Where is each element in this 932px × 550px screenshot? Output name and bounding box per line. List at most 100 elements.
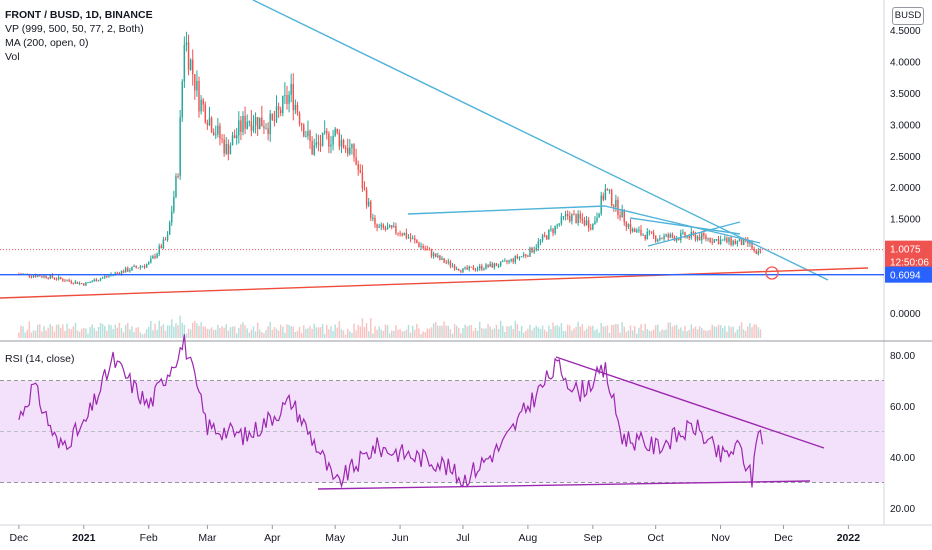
candle-body[interactable] [571, 214, 573, 222]
rsi-axis[interactable]: 80.00 60.00 40.00 20.00 [890, 351, 915, 515]
candle-body[interactable] [200, 99, 202, 112]
rsi-series[interactable] [18, 334, 764, 489]
candle-body[interactable] [504, 260, 506, 262]
candle-body[interactable] [558, 223, 561, 225]
ascending-support-trendline[interactable] [0, 267, 869, 299]
candle-body[interactable] [470, 266, 473, 268]
candle-body[interactable] [625, 222, 628, 227]
wedge-lower-line[interactable] [647, 221, 741, 247]
candle-body[interactable] [510, 258, 512, 261]
candle-body[interactable] [638, 229, 640, 231]
candle-body[interactable] [334, 128, 336, 136]
candle-body[interactable] [397, 232, 399, 234]
candle-body[interactable] [240, 120, 242, 132]
candle-body[interactable] [62, 278, 64, 281]
candle-body[interactable] [378, 226, 380, 228]
candle-body[interactable] [156, 253, 158, 258]
candle-body[interactable] [661, 238, 663, 240]
candle-body[interactable] [623, 210, 625, 223]
candle-body[interactable] [74, 281, 77, 284]
candle-body[interactable] [525, 254, 527, 256]
candle-body[interactable] [698, 236, 701, 241]
candle-body[interactable] [455, 269, 458, 271]
candle-body[interactable] [474, 269, 477, 271]
candle-body[interactable] [742, 239, 745, 245]
candle-body[interactable] [663, 235, 665, 239]
candle-body[interactable] [76, 281, 79, 284]
candle-body[interactable] [468, 266, 470, 270]
candle-body[interactable] [694, 233, 697, 240]
candle-body[interactable] [261, 117, 263, 127]
candle-body[interactable] [250, 121, 253, 131]
candle-body[interactable] [449, 261, 452, 266]
candle-body[interactable] [235, 135, 238, 139]
candle-body[interactable] [464, 267, 466, 269]
candle-body[interactable] [215, 134, 217, 136]
candle-body[interactable] [757, 251, 760, 254]
candle-body[interactable] [390, 225, 393, 228]
candle-body[interactable] [114, 272, 116, 275]
volume-profile-indicator[interactable]: VP (999, 500, 50, 77, 2, Both) [5, 23, 144, 35]
candle-body[interactable] [696, 236, 699, 240]
candle-body[interactable] [303, 124, 305, 137]
candle-body[interactable] [187, 42, 190, 70]
candle-body[interactable] [284, 95, 286, 97]
candle-body[interactable] [483, 268, 485, 270]
candle-body[interactable] [309, 131, 311, 142]
candle-body[interactable] [585, 220, 588, 226]
currency-label[interactable]: BUSD [892, 7, 924, 25]
candle-body[interactable] [527, 255, 529, 257]
candle-body[interactable] [87, 282, 89, 284]
candle-body[interactable] [217, 125, 219, 135]
candle-body[interactable] [359, 170, 362, 173]
candle-body[interactable] [506, 260, 508, 263]
candle-body[interactable] [221, 138, 223, 140]
candle-body[interactable] [592, 223, 594, 230]
candle-body[interactable] [627, 224, 630, 227]
candle-body[interactable] [560, 216, 563, 224]
candle-body[interactable] [711, 241, 713, 243]
candle-body[interactable] [166, 234, 169, 240]
candle-body[interactable] [619, 215, 621, 218]
candle-body[interactable] [705, 235, 707, 240]
symbol-title[interactable]: FRONT / BUSD, 1D, BINANCE [5, 9, 153, 21]
candle-body[interactable] [422, 246, 424, 249]
candle-body[interactable] [137, 267, 139, 269]
candle-body[interactable] [589, 228, 592, 230]
candle-body[interactable] [380, 224, 382, 227]
candle-body[interactable] [374, 217, 376, 225]
candle-body[interactable] [654, 235, 657, 242]
candle-body[interactable] [476, 268, 479, 271]
candle-body[interactable] [191, 59, 194, 75]
candle-body[interactable] [118, 272, 121, 275]
candle-body[interactable] [533, 249, 535, 253]
candle-body[interactable] [154, 256, 156, 258]
candle-body[interactable] [290, 84, 292, 95]
candle-body[interactable] [160, 246, 163, 249]
candle-body[interactable] [522, 254, 525, 257]
candle-body[interactable] [460, 270, 462, 272]
candle-body[interactable] [30, 276, 33, 278]
candle-body[interactable] [621, 210, 623, 218]
candle-body[interactable] [300, 123, 303, 125]
candle-body[interactable] [411, 238, 414, 240]
candle-body[interactable] [183, 44, 186, 82]
candle-body[interactable] [640, 229, 642, 235]
candle-body[interactable] [671, 234, 674, 238]
candle-body[interactable] [45, 275, 47, 278]
candle-body[interactable] [34, 275, 37, 277]
candle-body[interactable] [403, 233, 406, 236]
candle-body[interactable] [598, 213, 600, 218]
candle-body[interactable] [677, 238, 680, 241]
candle-body[interactable] [317, 142, 320, 144]
candle-body[interactable] [168, 222, 171, 235]
candle-body[interactable] [489, 263, 491, 267]
candle-body[interactable] [554, 225, 556, 234]
candle-body[interactable] [177, 176, 179, 178]
candle-body[interactable] [342, 139, 345, 148]
candle-body[interactable] [646, 231, 649, 240]
candle-body[interactable] [277, 106, 280, 110]
candle-body[interactable] [659, 238, 661, 240]
candle-body[interactable] [357, 164, 359, 171]
candle-body[interactable] [652, 232, 655, 236]
